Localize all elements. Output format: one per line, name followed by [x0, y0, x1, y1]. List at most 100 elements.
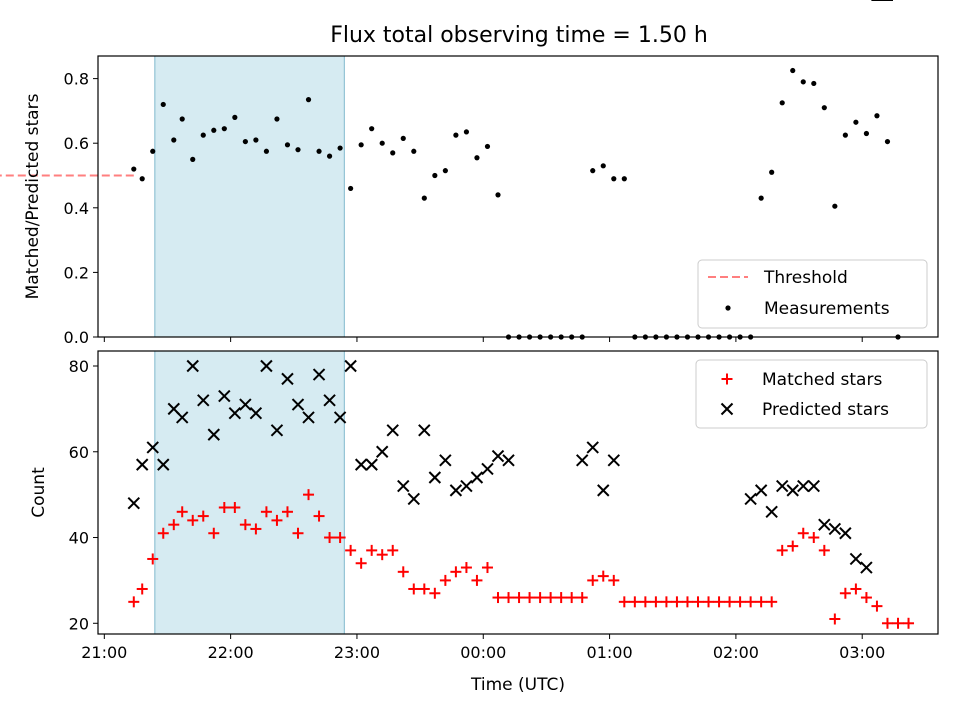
predicted-star-point — [502, 454, 515, 467]
bottom-panel: 20 40 60 80 21:00 22:00 23:00 00:00 01:00 02:00 03… — [29, 0, 939, 695]
predicted-star-point-stroke — [860, 561, 873, 574]
bottom-axis-ticks: 20 40 60 80 21:00 22:00 23:00 00:00 01:00 02:00 03… — [69, 357, 886, 662]
predicted-star-point-stroke — [260, 359, 273, 373]
matched-star-point — [545, 592, 557, 604]
measurement-point — [160, 101, 166, 108]
top-y-tick-label: 0.2 — [64, 263, 89, 282]
predicted-star-point — [754, 484, 768, 497]
predicted-star-point-stroke — [376, 445, 389, 458]
measurement-point — [611, 176, 617, 182]
top-legend: Threshold Measurements — [697, 259, 928, 329]
predicted-star-point-stroke — [218, 389, 231, 403]
predicted-star-point-stroke — [828, 522, 842, 536]
bottom-legend: Matched stars Predicted stars — [695, 359, 928, 429]
matched-star-point — [324, 532, 336, 544]
bottom-y-tick-label: 20 — [69, 614, 89, 633]
x-axis-label: Time (UTC) — [470, 675, 565, 695]
measurement-point — [305, 97, 312, 103]
matched-star-point — [128, 596, 140, 608]
measurement-point — [390, 150, 396, 156]
predicted-star-point-stroke — [249, 406, 263, 420]
matched-star-points — [128, 489, 915, 629]
matched-star-point — [281, 506, 293, 518]
predicted-star-point-stroke — [407, 492, 420, 506]
matched-star-point — [197, 510, 209, 522]
matched-star-point — [218, 502, 230, 514]
predicted-star-point-stroke — [186, 359, 199, 373]
measurement-point — [484, 143, 491, 150]
predicted-star-point — [491, 449, 505, 463]
matched-star-point — [524, 592, 536, 604]
matched-star-point — [460, 562, 472, 574]
matched-star-point — [136, 583, 148, 595]
predicted-star-points — [127, 0, 893, 574]
measurement-point — [326, 153, 333, 159]
matched-star-point — [229, 502, 241, 514]
bottom-y-tick-label: 60 — [69, 443, 89, 462]
predicted-star-point — [270, 424, 284, 437]
matched-star-point — [713, 596, 725, 608]
x-tick-label: 01:00 — [587, 643, 633, 662]
measurement-point — [295, 147, 301, 153]
matched-star-point — [703, 596, 715, 608]
matched-star-point — [818, 544, 830, 556]
predicted-star-point — [860, 561, 873, 574]
measurement-point — [179, 116, 185, 122]
measurement-point — [800, 79, 806, 85]
bottom-y-tick-label: 40 — [69, 529, 89, 548]
predicted-star-point — [376, 445, 389, 458]
measurement-point — [463, 129, 470, 135]
predicted-star-point — [597, 484, 610, 497]
measurement-point — [884, 138, 891, 145]
predicted-star-point-stroke — [439, 454, 452, 467]
predicted-star-point-stroke — [323, 394, 336, 407]
measurement-point — [316, 148, 322, 154]
measurement-point — [832, 203, 838, 209]
predicted-star-point-stroke — [607, 454, 620, 467]
matched-star-point — [418, 583, 430, 595]
matched-star-point — [355, 557, 367, 569]
matched-star-point — [239, 519, 251, 531]
measurement-point — [821, 105, 827, 111]
predicted-star-point — [354, 458, 368, 471]
measurement-point — [200, 132, 206, 138]
matched-star-point — [629, 596, 641, 608]
predicted-star-point — [281, 372, 294, 386]
predicted-star-point-stroke — [239, 398, 252, 411]
predicted-star-point-stroke — [291, 398, 305, 411]
predicted-star-point-stroke — [818, 518, 831, 531]
matched-star-point — [755, 596, 767, 608]
matched-star-point — [429, 587, 441, 599]
matched-star-point — [787, 540, 799, 552]
measurement-point — [211, 127, 217, 133]
predicted-star-point — [807, 479, 820, 493]
x-tick-label: 21:00 — [81, 643, 127, 662]
predicted-star-point — [407, 492, 420, 506]
predicted-star-point — [460, 479, 473, 493]
predicted-star-point — [576, 454, 589, 467]
matched-star-point — [534, 592, 546, 604]
predicted-star-point-stroke — [397, 479, 410, 493]
predicted-star-point-stroke — [228, 406, 242, 420]
measurement-point — [242, 138, 248, 145]
top-y-tick-label: 0.0 — [64, 328, 89, 347]
bottom-axes-frame — [97, 350, 939, 635]
predicted-star-point — [818, 518, 831, 531]
matched-star-point — [745, 596, 757, 608]
measurement-point — [590, 168, 596, 174]
legend-matched-swatch — [721, 373, 733, 385]
x-tick-label: 00:00 — [460, 643, 506, 662]
predicted-star-point — [839, 527, 852, 540]
predicted-star-point — [776, 479, 789, 493]
top-axis-ticks: 0.0 0.2 0.4 0.6 0.8 — [64, 70, 863, 347]
measurement-point — [421, 195, 427, 201]
matched-star-point — [839, 587, 851, 599]
predicted-star-point — [197, 394, 210, 407]
predicted-star-point-stroke — [146, 441, 159, 454]
predicted-star-point-stroke — [839, 527, 852, 540]
matched-star-point — [724, 596, 736, 608]
predicted-star-point — [765, 505, 778, 519]
measurement-point — [874, 113, 880, 119]
legend-matched-marker — [721, 373, 733, 385]
measurement-point — [221, 126, 227, 132]
